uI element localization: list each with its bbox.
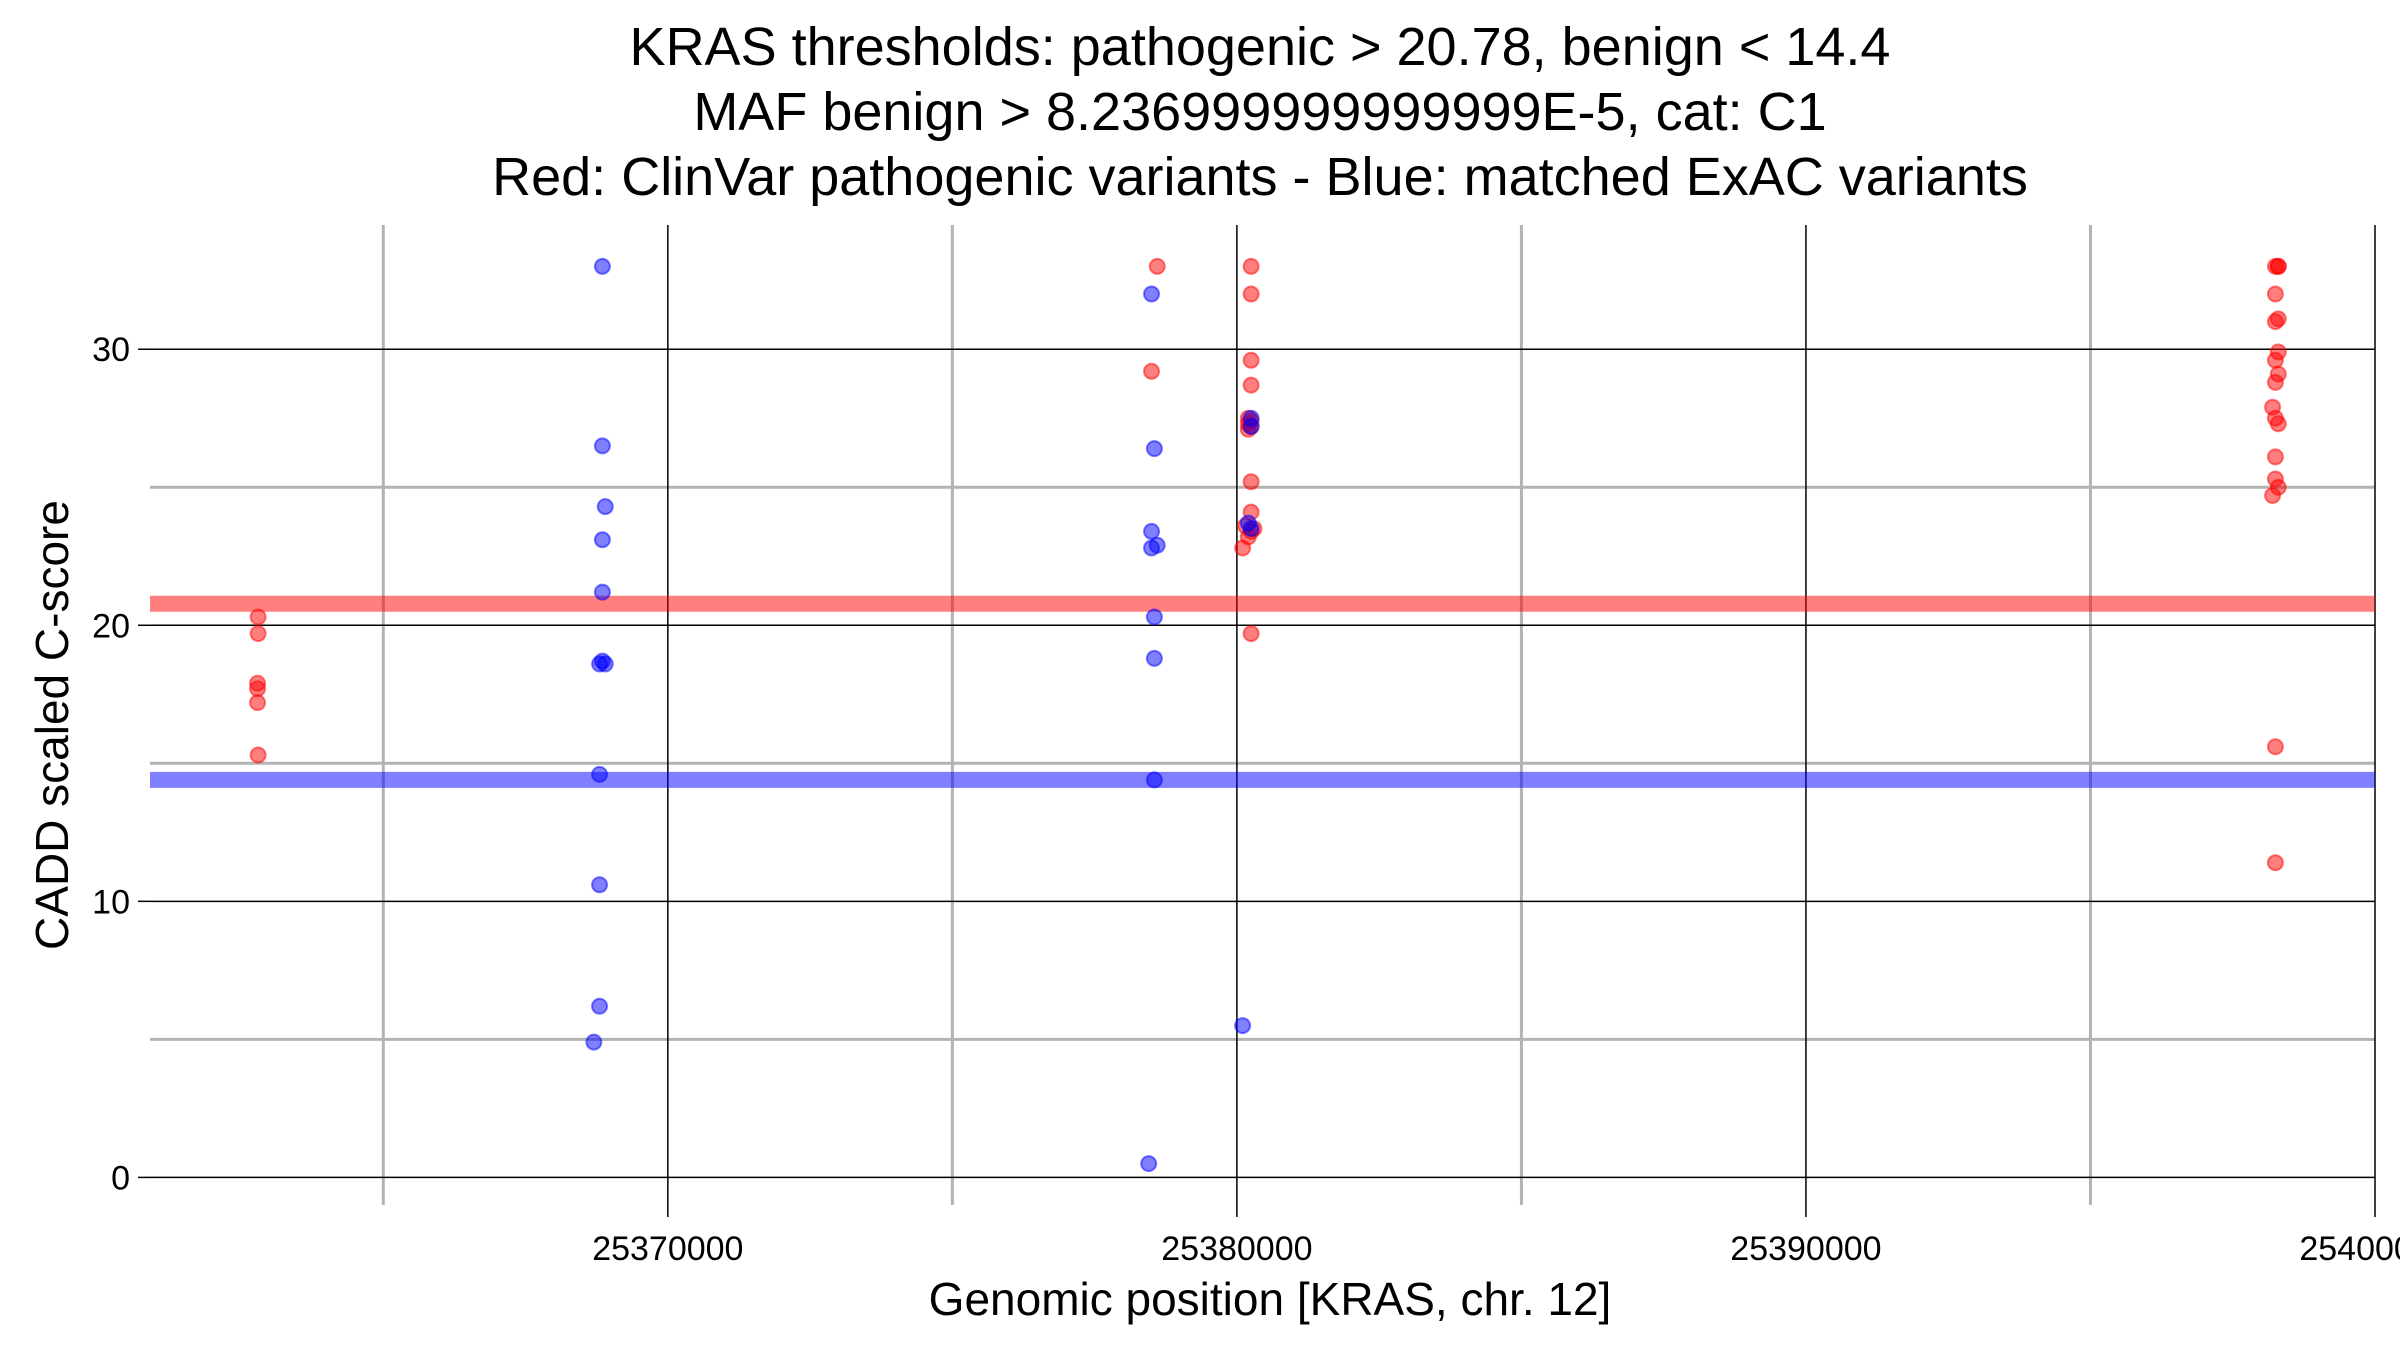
exac-point bbox=[1145, 771, 1163, 789]
exac-point bbox=[1145, 608, 1163, 626]
clinvar-point bbox=[2269, 415, 2287, 433]
exac-point bbox=[593, 583, 611, 601]
x-tick-label: 25400000 bbox=[2299, 1230, 2400, 1268]
clinvar-point bbox=[1242, 625, 1260, 643]
clinvar-point bbox=[2269, 257, 2287, 275]
threshold-lines bbox=[150, 595, 2375, 788]
chart-title-line-2: MAF benign > 8.236999999999999E-5, cat: … bbox=[693, 82, 1826, 142]
exac-point bbox=[591, 876, 609, 894]
clinvar-point bbox=[1234, 539, 1252, 557]
exac-point bbox=[596, 498, 614, 516]
clinvar-point bbox=[249, 746, 267, 764]
x-axis-title: Genomic position [KRAS, chr. 12] bbox=[929, 1273, 1612, 1325]
exac-point bbox=[593, 437, 611, 455]
exac-point bbox=[1143, 539, 1161, 557]
x-tick-label: 25390000 bbox=[1730, 1230, 1881, 1268]
exac-point bbox=[1242, 520, 1260, 538]
exac-point bbox=[585, 1033, 603, 1051]
clinvar-point bbox=[1242, 285, 1260, 303]
clinvar-point bbox=[1242, 473, 1260, 491]
exac-point bbox=[1140, 1155, 1158, 1173]
clinvar-point bbox=[2266, 854, 2284, 872]
exac-point bbox=[593, 257, 611, 275]
y-tick-label: 20 bbox=[92, 607, 130, 645]
x-tick-label: 25380000 bbox=[1161, 1230, 1312, 1268]
clinvar-point bbox=[249, 694, 267, 712]
clinvar-point bbox=[1148, 257, 1166, 275]
exac-point bbox=[1242, 418, 1260, 436]
chart-title-line-1: KRAS thresholds: pathogenic > 20.78, ben… bbox=[630, 17, 1891, 77]
exac-point bbox=[593, 531, 611, 549]
clinvar-point bbox=[1143, 362, 1161, 380]
clinvar-point bbox=[1242, 257, 1260, 275]
clinvar-point bbox=[249, 680, 267, 698]
clinvar-point bbox=[2266, 285, 2284, 303]
clinvar-point bbox=[1242, 376, 1260, 394]
y-tick-label: 0 bbox=[111, 1159, 130, 1197]
clinvar-point bbox=[2266, 373, 2284, 391]
y-tick-label: 10 bbox=[92, 883, 130, 921]
exac-point bbox=[1145, 440, 1163, 458]
clinvar-point bbox=[2264, 487, 2282, 505]
y-axis-title: CADD scaled C-score bbox=[26, 500, 78, 950]
data-points bbox=[249, 257, 2287, 1173]
exac-point bbox=[591, 997, 609, 1015]
clinvar-point bbox=[2266, 448, 2284, 466]
clinvar-point bbox=[2266, 313, 2284, 331]
y-tick-label: 30 bbox=[92, 331, 130, 369]
exac-point bbox=[591, 765, 609, 783]
gridlines bbox=[150, 225, 2376, 1205]
x-tick-label: 25370000 bbox=[592, 1230, 743, 1268]
exac-point bbox=[1143, 285, 1161, 303]
clinvar-point bbox=[2266, 351, 2284, 369]
exac-point bbox=[596, 655, 614, 673]
clinvar-point bbox=[249, 608, 267, 626]
clinvar-point bbox=[2266, 738, 2284, 756]
clinvar-point bbox=[249, 625, 267, 643]
exac-point bbox=[1143, 522, 1161, 540]
clinvar-point bbox=[1242, 351, 1260, 369]
axes: 25370000 25380000 25390000 25400000 0 10 20 30 bbox=[92, 331, 2400, 1268]
chart-title-line-3: Red: ClinVar pathogenic variants - Blue:… bbox=[492, 147, 2028, 207]
exac-point bbox=[1234, 1017, 1252, 1035]
exac-point bbox=[1145, 649, 1163, 667]
